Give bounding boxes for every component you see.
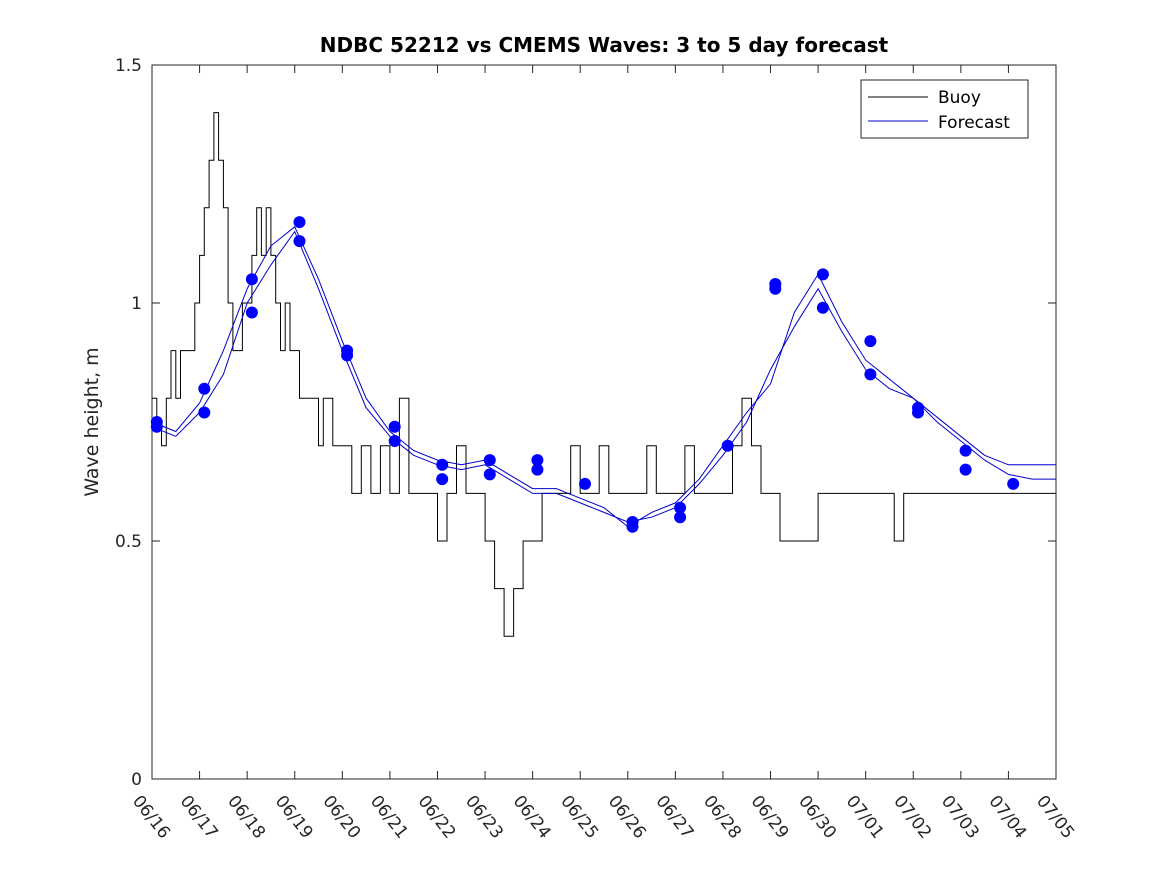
forecast-marker: [769, 283, 781, 295]
forecast-marker: [1007, 478, 1019, 490]
forecast-marker: [389, 421, 401, 433]
forecast-marker: [912, 407, 924, 419]
forecast-marker: [198, 407, 210, 419]
forecast-marker: [817, 268, 829, 280]
forecast-marker: [531, 464, 543, 476]
forecast-marker: [864, 335, 876, 347]
forecast-marker: [389, 435, 401, 447]
forecast-marker: [294, 235, 306, 247]
forecast-marker: [722, 440, 734, 452]
y-tick-label: 0: [131, 770, 142, 790]
forecast-marker: [960, 464, 972, 476]
forecast-marker: [436, 473, 448, 485]
forecast-marker: [341, 349, 353, 361]
y-tick-label: 1: [131, 294, 142, 314]
chart-title: NDBC 52212 vs CMEMS Waves: 3 to 5 day fo…: [320, 33, 889, 57]
forecast-marker: [484, 454, 496, 466]
forecast-marker: [674, 511, 686, 523]
forecast-marker: [151, 421, 163, 433]
forecast-marker: [484, 468, 496, 480]
forecast-marker: [579, 478, 591, 490]
plot-area: [152, 65, 1056, 779]
legend: Buoy Forecast: [861, 80, 1028, 138]
forecast-marker: [246, 307, 258, 319]
forecast-marker: [294, 216, 306, 228]
legend-label-forecast: Forecast: [938, 113, 1010, 133]
forecast-marker: [627, 521, 639, 533]
y-tick-label: 0.5: [115, 532, 142, 552]
chart-container: 06/16 06/17 06/18 06/19 06/20 06/21 06/22 06/23…: [0, 0, 1167, 875]
forecast-marker: [960, 445, 972, 457]
y-axis-label: Wave height, m: [81, 347, 103, 496]
forecast-marker: [864, 368, 876, 380]
forecast-marker: [246, 273, 258, 285]
forecast-marker: [436, 459, 448, 471]
legend-label-buoy: Buoy: [938, 88, 981, 108]
y-tick-label: 1.5: [115, 56, 142, 76]
forecast-marker: [817, 302, 829, 314]
chart-svg: 06/16 06/17 06/18 06/19 06/20 06/21 06/22 06/23…: [0, 0, 1167, 875]
forecast-marker: [198, 383, 210, 395]
